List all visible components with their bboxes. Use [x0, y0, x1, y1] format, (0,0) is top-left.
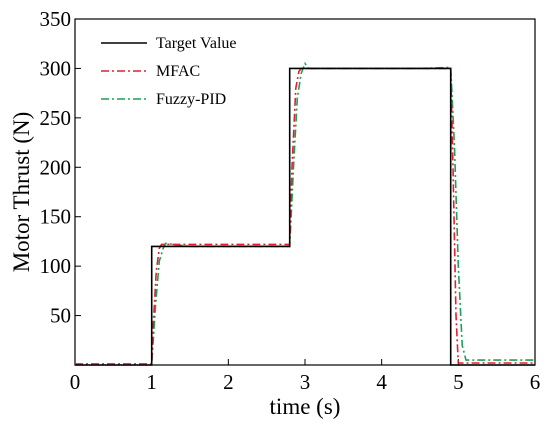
series-line-mfac	[75, 67, 535, 365]
x-tick-label: 5	[453, 370, 464, 394]
y-tick-label: 200	[40, 155, 72, 179]
series-line-fuzzy-pid	[75, 61, 535, 365]
x-tick-label: 6	[530, 370, 541, 394]
x-tick-label: 1	[146, 370, 157, 394]
legend-label-mfac: MFAC	[156, 63, 200, 80]
y-tick-label: 100	[40, 254, 72, 278]
y-tick-label: 150	[40, 205, 72, 229]
legend-label-target-value: Target Value	[156, 35, 236, 52]
y-tick-label: 300	[40, 56, 72, 80]
y-axis-label: Motor Thrust (N)	[9, 112, 34, 273]
x-axis-label: time (s)	[270, 394, 341, 419]
y-tick-label: 50	[50, 304, 71, 328]
series-layer	[75, 61, 535, 366]
y-tick-label: 350	[40, 7, 72, 31]
series-line-target-value	[75, 67, 535, 366]
x-tick-label: 0	[70, 370, 81, 394]
x-tick-label: 2	[223, 370, 234, 394]
x-tick-label: 3	[300, 370, 311, 394]
y-axis-ticks: 50 100 150 200 250 300 350	[40, 7, 81, 328]
legend: Target Value MFAC Fuzzy-PID	[101, 35, 236, 108]
y-tick-label: 250	[40, 106, 72, 130]
x-tick-label: 4	[376, 370, 387, 394]
legend-label-fuzzy-pid: Fuzzy-PID	[156, 91, 226, 108]
